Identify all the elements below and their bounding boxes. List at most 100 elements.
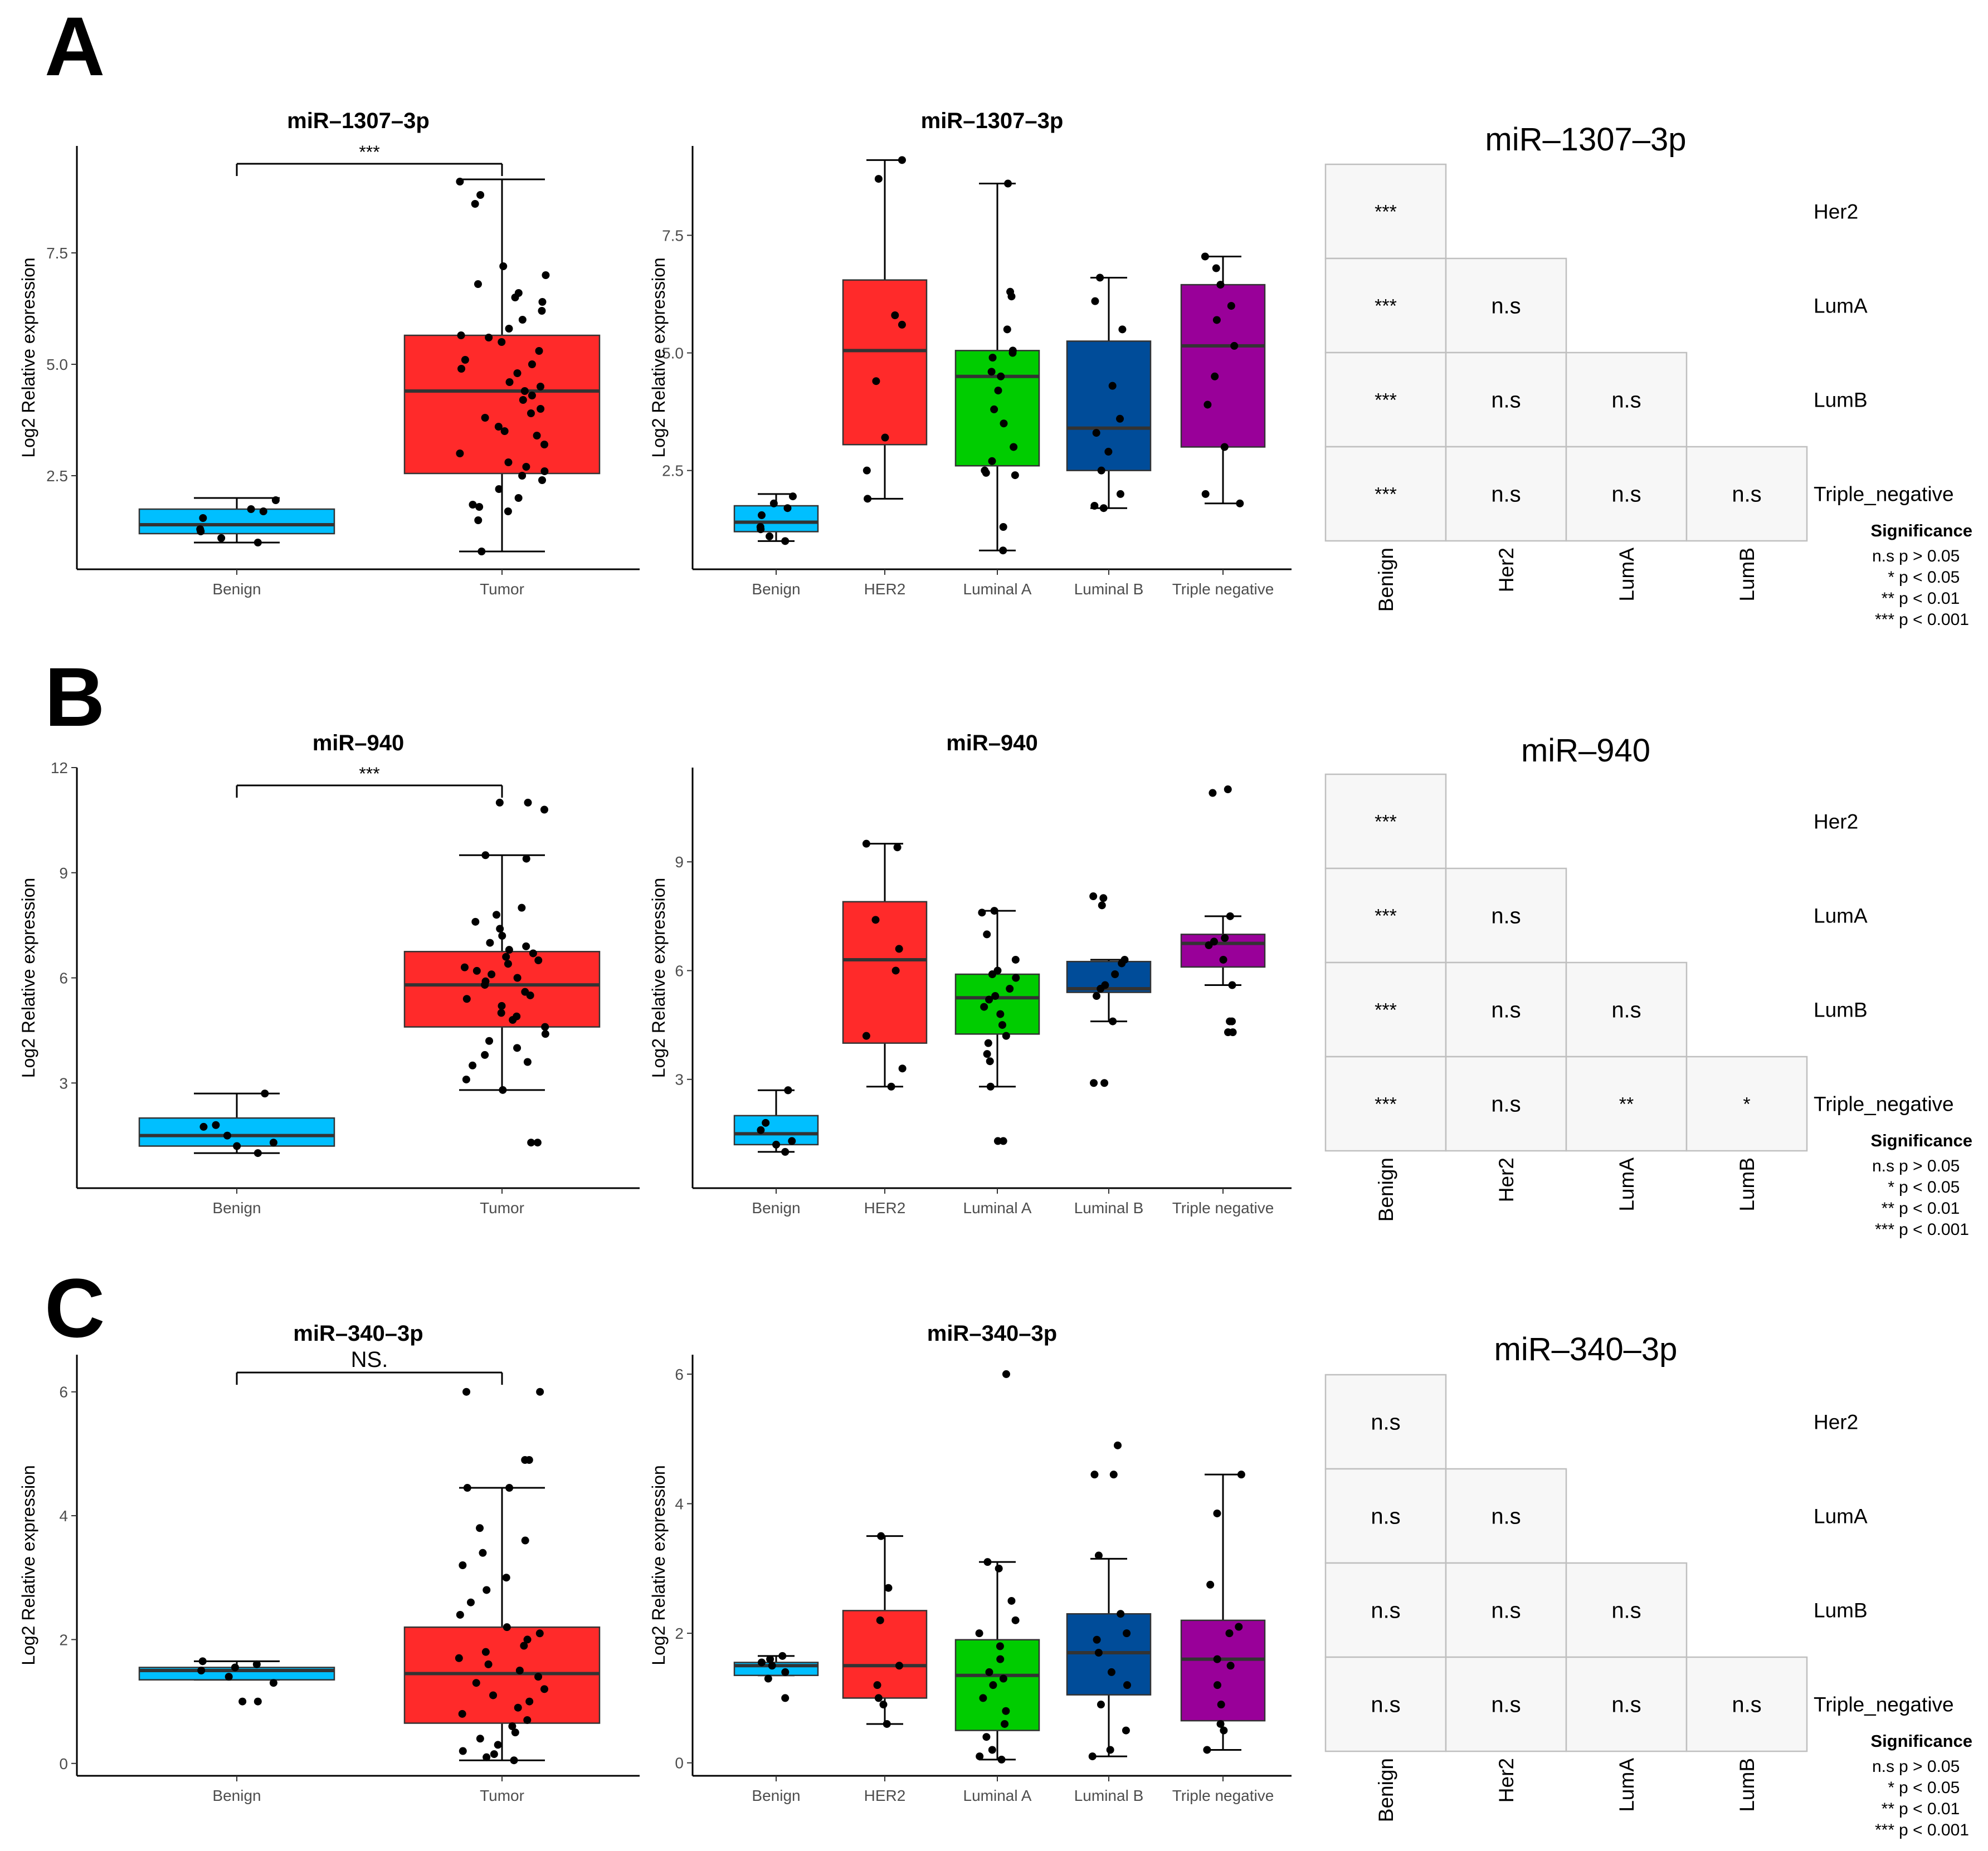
box-group-benign: [138, 1657, 335, 1706]
data-point: [198, 1657, 207, 1666]
y-tick-label: 5.0: [46, 356, 68, 373]
data-point: [521, 988, 529, 996]
x-tick-label: Triple negative: [1172, 580, 1274, 598]
data-point: [504, 507, 512, 515]
data-point: [520, 387, 529, 395]
data-point: [472, 1679, 480, 1687]
data-point: [995, 1564, 1003, 1572]
data-point: [1099, 894, 1108, 902]
data-point: [485, 1037, 494, 1045]
data-point: [490, 1750, 498, 1759]
y-tick-label: 7.5: [46, 245, 68, 262]
data-point: [982, 1733, 991, 1741]
x-tick-label: Luminal B: [1074, 580, 1144, 598]
plot-title: miR–340–3p: [927, 1321, 1057, 1346]
data-point: [1088, 1752, 1097, 1761]
data-point: [541, 1023, 549, 1031]
data-point: [217, 534, 226, 542]
data-point: [1008, 346, 1017, 355]
legend-symbol: *: [1888, 1178, 1894, 1196]
data-point: [475, 503, 484, 511]
data-point: [1093, 1635, 1101, 1644]
data-point: [259, 507, 267, 515]
data-point: [541, 1030, 549, 1038]
matrix-cell-value: n.s: [1611, 482, 1641, 507]
data-point: [502, 953, 510, 961]
matrix-cell-value: ***: [1375, 202, 1397, 223]
x-tick-label: Tumor: [480, 1199, 524, 1217]
data-point: [456, 178, 464, 185]
data-point: [872, 377, 880, 385]
matrix-row-label: Her2: [1814, 810, 1858, 833]
data-point: [1226, 912, 1234, 920]
data-point: [489, 1691, 498, 1699]
y-tick-label: 6: [59, 1384, 68, 1401]
data-point: [1011, 471, 1019, 480]
legend-title: Significance: [1870, 521, 1972, 540]
data-point: [542, 271, 550, 279]
significance-label: NS.: [351, 1347, 388, 1372]
data-point: [1123, 1681, 1132, 1689]
data-point: [986, 1057, 994, 1066]
significance-matrix: miR–340–3p n.s Her2 n.s n.s LumA n.s n.s n.s LumB…: [1324, 1331, 1954, 1822]
y-axis-title: Log2 Relative expression: [649, 257, 669, 457]
data-point: [1116, 490, 1124, 498]
data-point: [536, 383, 544, 390]
data-point: [1220, 1726, 1228, 1735]
data-point: [1098, 901, 1106, 910]
data-point: [485, 334, 493, 341]
data-point: [462, 1388, 471, 1396]
box-group-luminal-a: [954, 907, 1040, 1145]
data-point: [459, 1747, 467, 1755]
data-point: [269, 1139, 277, 1147]
legend-text: p > 0.05: [1899, 547, 1960, 565]
data-point: [1100, 1079, 1109, 1087]
data-point: [472, 966, 481, 975]
matrix-cell-value: n.s: [1491, 904, 1521, 929]
matrix-row-label: LumB: [1814, 999, 1868, 1022]
box: [138, 508, 335, 535]
data-point: [1002, 1032, 1010, 1040]
data-point: [871, 916, 880, 924]
data-point: [994, 387, 1002, 395]
box-group-benign: [138, 1090, 335, 1158]
subtype-plot: miR–940 3 6 9 Benign HER2 Luminal A Luminal B Tr…: [675, 731, 1292, 1217]
matrix-cell: [1324, 1374, 1447, 1470]
data-point: [1120, 955, 1129, 964]
data-point: [996, 1642, 1004, 1650]
data-point: [884, 1584, 893, 1592]
data-point: [538, 298, 547, 306]
data-point: [784, 1086, 792, 1095]
matrix-cell-value: ***: [1375, 812, 1397, 833]
data-point: [1213, 1509, 1221, 1517]
y-axis-title: Log2 Relative expression: [649, 1465, 669, 1665]
data-point: [976, 1752, 984, 1761]
data-point: [523, 1058, 532, 1066]
data-point: [991, 992, 1000, 1000]
data-point: [462, 1075, 470, 1083]
data-point: [1229, 1028, 1237, 1037]
box-group-benign: [733, 1086, 819, 1156]
data-point: [985, 1668, 993, 1676]
benign-vs-tumor-plot: miR–940 3 6 9 12 Benign Tumor: [51, 731, 640, 1217]
data-point: [1000, 419, 1008, 428]
data-point: [511, 1728, 519, 1737]
y-tick-label: 9: [59, 865, 68, 882]
matrix-col-label: LumB: [1736, 1158, 1758, 1212]
matrix-row-label: Her2: [1814, 201, 1858, 223]
data-point: [895, 1662, 903, 1670]
data-point: [788, 1137, 796, 1145]
data-point: [1109, 1471, 1118, 1479]
significance-label: ***: [359, 142, 379, 162]
data-point: [1090, 1079, 1098, 1087]
y-axis-title: Log2 Relative expression: [18, 1465, 38, 1665]
legend-symbol: **: [1882, 1800, 1895, 1818]
data-point: [1006, 287, 1015, 296]
data-point: [862, 839, 870, 848]
y-tick-label: 3: [59, 1075, 68, 1092]
legend-text: p < 0.001: [1899, 611, 1969, 629]
matrix-cell-value: n.s: [1371, 1599, 1400, 1623]
matrix-cell: [1324, 446, 1447, 542]
significance-legend: Significance n.s p > 0.05 * p < 0.05** p < 0.…: [1870, 1131, 1972, 1239]
data-point: [261, 1090, 269, 1098]
